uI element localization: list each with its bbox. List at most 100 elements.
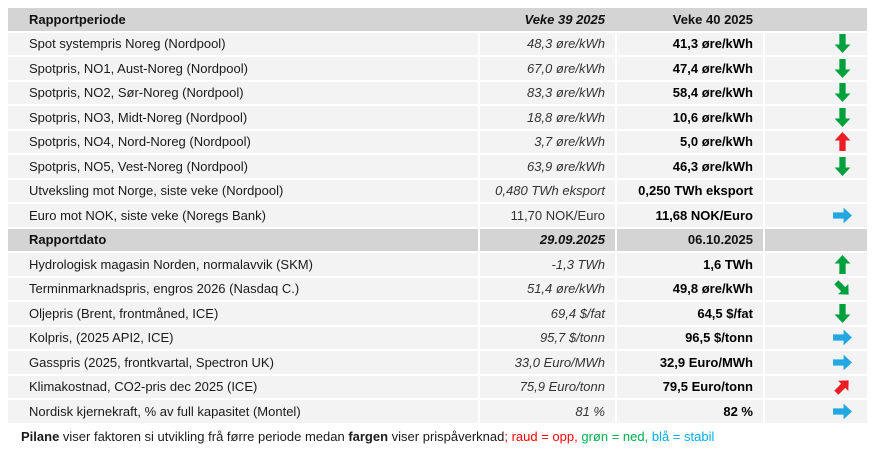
table-row: Spotpris, NO3, Midt-Noreg (Nordpool) 18,8… <box>8 106 867 129</box>
trend-arrow-right-icon <box>831 352 854 373</box>
value-week40: 82 % <box>615 400 763 423</box>
trend-arrow-right-icon <box>831 401 854 422</box>
value-week39: 69,4 $/fat <box>478 302 615 325</box>
value-week40: 47,4 øre/kWh <box>615 57 763 80</box>
trend-arrow-cell <box>763 277 867 300</box>
value-week40: 0,250 TWh eksport <box>615 179 763 202</box>
table-row: Spot systempris Noreg (Nordpool) 48,3 øre… <box>8 32 867 55</box>
trend-arrow-up-right-icon <box>831 376 854 397</box>
trend-arrow-cell <box>763 81 867 104</box>
trend-arrow-right-icon <box>831 205 854 226</box>
trend-arrow-cell <box>763 302 867 325</box>
table-row: Spotpris, NO4, Nord-Noreg (Nordpool) 3,7 … <box>8 130 867 153</box>
value-week40: 5,0 øre/kWh <box>615 130 763 153</box>
market-report-table: Rapportperiode Veke 39 2025 Veke 40 2025 Sp… <box>8 8 867 425</box>
trend-arrow-down-right-icon <box>831 278 854 299</box>
row-label: Nordisk kjernekraft, % av full kapasitet… <box>8 400 478 423</box>
table-row: Klimakostnad, CO2-pris dec 2025 (ICE) 75,… <box>8 375 867 398</box>
row-label: Klimakostnad, CO2-pris dec 2025 (ICE) <box>8 375 478 398</box>
trend-arrow-down-icon <box>831 33 854 54</box>
row-label: Gasspris (2025, frontkvartal, Spectron U… <box>8 351 478 374</box>
row-label: Euro mot NOK, siste veke (Noregs Bank) <box>8 204 478 227</box>
value-week40: 10,6 øre/kWh <box>615 106 763 129</box>
value-week39: 51,4 øre/kWh <box>478 277 615 300</box>
trend-arrow-cell <box>763 32 867 55</box>
table-row: Spotpris, NO2, Sør-Noreg (Nordpool) 83,3 … <box>8 81 867 104</box>
trend-arrow-cell <box>763 57 867 80</box>
table-row: Spotpris, NO5, Vest-Noreg (Nordpool) 63,9… <box>8 155 867 178</box>
trend-arrow-down-icon <box>831 58 854 79</box>
value-week40: 11,68 NOK/Euro <box>615 204 763 227</box>
table-row-header: Rapportperiode Veke 39 2025 Veke 40 2025 <box>8 8 867 31</box>
value-week39: 83,3 øre/kWh <box>478 81 615 104</box>
trend-arrow-cell <box>763 8 867 31</box>
row-label: Kolpris, (2025 API2, ICE) <box>8 326 478 349</box>
column-header-week39: Veke 39 2025 <box>478 8 615 31</box>
trend-arrow-cell <box>763 375 867 398</box>
row-label: Spotpris, NO2, Sør-Noreg (Nordpool) <box>8 81 478 104</box>
value-week40: 64,5 $/fat <box>615 302 763 325</box>
table-row: Kolpris, (2025 API2, ICE) 95,7 $/tonn 96,5… <box>8 326 867 349</box>
value-week40: 46,3 øre/kWh <box>615 155 763 178</box>
legend-segment: ; raud = opp, <box>504 429 578 444</box>
legend-segment: Pilane <box>21 429 60 444</box>
trend-arrow-cell <box>763 351 867 374</box>
table-row: Terminmarknadspris, engros 2026 (Nasdaq … <box>8 277 867 300</box>
value-week40: 96,5 $/tonn <box>615 326 763 349</box>
trend-arrow-down-icon <box>831 107 854 128</box>
value-week40: 79,5 Euro/tonn <box>615 375 763 398</box>
value-week39: 81 % <box>478 400 615 423</box>
column-header-rapportperiode: Rapportperiode <box>8 8 478 31</box>
table-row: Nordisk kjernekraft, % av full kapasitet… <box>8 400 867 423</box>
value-week39: 95,7 $/tonn <box>478 326 615 349</box>
row-label: Spot systempris Noreg (Nordpool) <box>8 32 478 55</box>
table-row: Oljepris (Brent, frontmåned, ICE) 69,4 $/… <box>8 302 867 325</box>
value-week39: 11,70 NOK/Euro <box>478 204 615 227</box>
row-label: Spotpris, NO1, Aust-Noreg (Nordpool) <box>8 57 478 80</box>
value-week40: 06.10.2025 <box>615 228 763 251</box>
table-row: Euro mot NOK, siste veke (Noregs Bank) 11… <box>8 204 867 227</box>
trend-arrow-cell <box>763 204 867 227</box>
trend-arrow-up-icon <box>831 254 854 275</box>
legend-segment: grøn = ned, <box>577 429 649 444</box>
trend-arrow-cell <box>763 106 867 129</box>
table-row: Gasspris (2025, frontkvartal, Spectron U… <box>8 351 867 374</box>
trend-arrow-down-icon <box>831 156 854 177</box>
trend-arrow-cell <box>763 253 867 276</box>
table-row: Utveksling mot Norge, siste veke (Nordpo… <box>8 179 867 202</box>
trend-arrow-cell <box>763 179 867 202</box>
row-label: Terminmarknadspris, engros 2026 (Nasdaq … <box>8 277 478 300</box>
table-row: Hydrologisk magasin Norden, normalavvik … <box>8 253 867 276</box>
trend-arrow-right-icon <box>831 327 854 348</box>
value-week39: 63,9 øre/kWh <box>478 155 615 178</box>
trend-arrow-cell <box>763 155 867 178</box>
subheader-rapportdato: Rapportdato <box>8 228 478 251</box>
value-week39: 0,480 TWh eksport <box>478 179 615 202</box>
trend-arrow-up-icon <box>831 131 854 152</box>
table-row-subheader: Rapportdato 29.09.2025 06.10.2025 <box>8 228 867 251</box>
legend-note: Pilane viser faktoren si utvikling frå f… <box>21 429 867 444</box>
trend-arrow-cell <box>763 400 867 423</box>
value-week40: 1,6 TWh <box>615 253 763 276</box>
value-week39: 3,7 øre/kWh <box>478 130 615 153</box>
value-week39: 18,8 øre/kWh <box>478 106 615 129</box>
legend-segment: blå = stabil <box>648 429 715 444</box>
value-week39: 75,9 Euro/tonn <box>478 375 615 398</box>
legend-segment: viser faktoren si utvikling frå førre pe… <box>59 429 349 444</box>
row-label: Spotpris, NO5, Vest-Noreg (Nordpool) <box>8 155 478 178</box>
value-week40: 41,3 øre/kWh <box>615 32 763 55</box>
trend-arrow-cell <box>763 228 867 251</box>
row-label: Spotpris, NO4, Nord-Noreg (Nordpool) <box>8 130 478 153</box>
row-label: Spotpris, NO3, Midt-Noreg (Nordpool) <box>8 106 478 129</box>
legend-segment: viser prispåverknad <box>388 429 505 444</box>
legend-segment: fargen <box>348 429 389 444</box>
trend-arrow-cell <box>763 130 867 153</box>
trend-arrow-down-icon <box>831 303 854 324</box>
table-row: Spotpris, NO1, Aust-Noreg (Nordpool) 67,0… <box>8 57 867 80</box>
column-header-week40: Veke 40 2025 <box>615 8 763 31</box>
value-week39: 29.09.2025 <box>478 228 615 251</box>
value-week40: 49,8 øre/kWh <box>615 277 763 300</box>
value-week39: -1,3 TWh <box>478 253 615 276</box>
row-label: Utveksling mot Norge, siste veke (Nordpo… <box>8 179 478 202</box>
